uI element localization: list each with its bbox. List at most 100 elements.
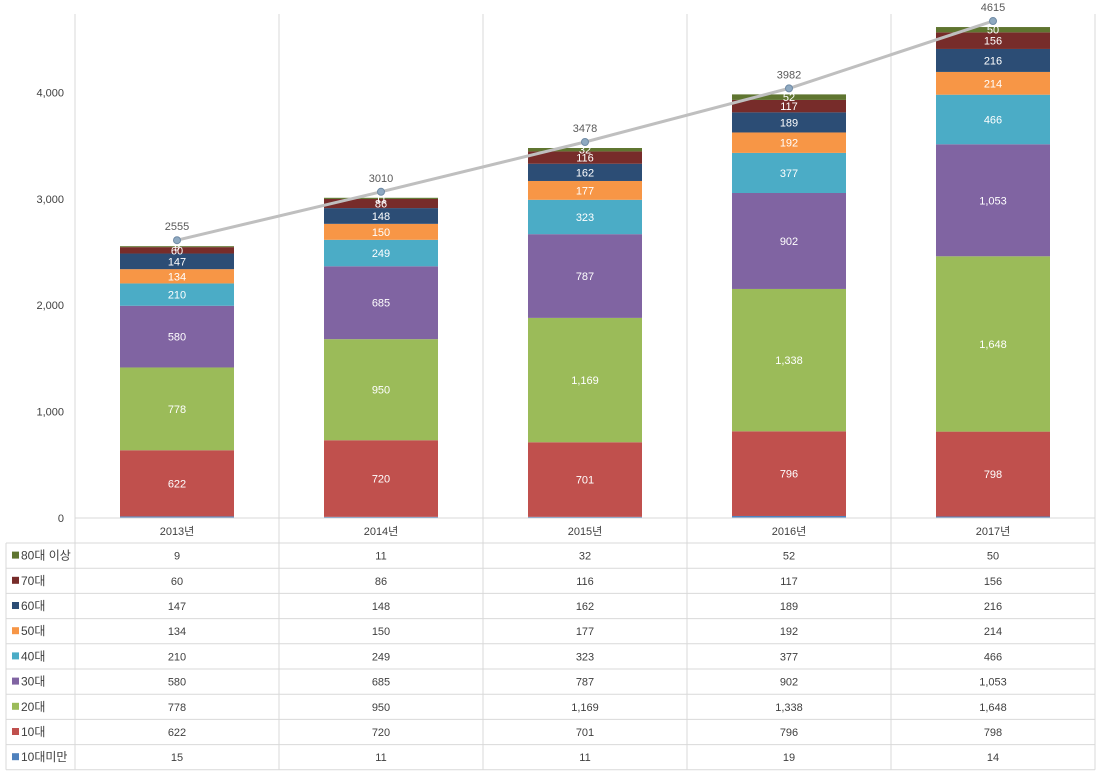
table-cell: 323 <box>576 651 594 663</box>
segment-label: 466 <box>984 114 1002 126</box>
table-cell: 216 <box>984 601 1002 613</box>
bar-segment <box>732 94 846 100</box>
legend-label: 80대 이상 <box>21 549 71 563</box>
segment-label: 150 <box>372 227 390 239</box>
y-tick-label: 4,000 <box>36 87 64 99</box>
legend-swatch <box>12 677 19 685</box>
table-cell: 798 <box>984 727 1002 739</box>
bar-segment <box>732 99 846 113</box>
table-cell: 580 <box>168 677 186 689</box>
bar-segment <box>936 144 1050 257</box>
segment-label: 1,338 <box>775 355 803 367</box>
bar-segment <box>120 283 234 306</box>
bar-segment <box>120 269 234 284</box>
segment-label: 902 <box>780 236 798 248</box>
total-label: 2555 <box>165 221 189 233</box>
legend-label: 70대 <box>21 574 45 588</box>
category-label: 2017년 <box>976 525 1011 538</box>
bar-segment <box>732 152 846 193</box>
table-cell: 192 <box>780 626 798 638</box>
segment-label: 323 <box>576 212 594 224</box>
bar-segment <box>528 234 642 318</box>
bar-segment <box>324 266 438 340</box>
legend-swatch <box>12 627 19 635</box>
bar-segment <box>120 450 234 517</box>
legend-label: 40대 <box>21 649 45 663</box>
segment-label: 9 <box>174 242 180 254</box>
legend-swatch <box>12 652 19 660</box>
bar-segment <box>324 339 438 441</box>
table-cell: 177 <box>576 626 594 638</box>
segment-label: 50 <box>987 25 999 37</box>
table-cell: 156 <box>984 576 1002 588</box>
total-marker <box>989 17 997 26</box>
bar-segment <box>528 442 642 517</box>
segment-label: 11 <box>375 193 386 205</box>
category-label: 2016년 <box>772 525 807 538</box>
total-line: 2555 3010 3478 3982 4615 <box>165 2 1005 245</box>
segment-label: 778 <box>168 404 186 416</box>
bar-segment <box>936 71 1050 95</box>
bar-segment <box>120 246 234 248</box>
bar-segment <box>528 148 642 152</box>
total-label: 3478 <box>573 123 597 135</box>
data-table: 2013년 2014년 2015년 2016년 2017년 80대 이상 9 11 32 52 50… <box>5 517 1095 771</box>
table-cell: 1,648 <box>979 702 1007 714</box>
table-cell: 50 <box>987 551 999 563</box>
legend-label: 50대 <box>21 624 45 638</box>
total-label: 3982 <box>777 69 801 81</box>
segment-label: 1,648 <box>979 339 1007 351</box>
table-cell: 86 <box>375 576 387 588</box>
table-cell: 1,338 <box>775 702 803 714</box>
bar-segment <box>324 208 438 224</box>
y-tick-label: 3,000 <box>36 194 64 206</box>
segment-label: 60 <box>171 245 183 257</box>
table-cell: 134 <box>168 626 186 638</box>
y-axis: 0 1,000 2,000 3,000 4,000 <box>36 87 64 525</box>
total-marker <box>785 84 793 93</box>
table-cell: 701 <box>576 727 594 739</box>
bar-segment <box>936 48 1050 72</box>
segment-label: 86 <box>375 199 387 211</box>
bar-segment <box>732 193 846 289</box>
segment-label: 580 <box>168 332 186 344</box>
segment-label: 210 <box>168 290 186 302</box>
segment-label: 214 <box>984 78 1002 90</box>
legend-label: 10대 <box>21 725 45 739</box>
bar-segment <box>120 305 234 368</box>
segment-label: 787 <box>576 271 594 283</box>
bar-segment <box>120 516 234 518</box>
legend-swatch <box>12 753 19 761</box>
legend-label: 20대 <box>21 700 45 714</box>
segment-label: 148 <box>372 211 390 223</box>
category-label: 2014년 <box>364 525 399 538</box>
table-cell: 162 <box>576 601 594 613</box>
segment-label: 177 <box>576 185 594 197</box>
legend-swatch <box>12 702 19 710</box>
table-cell: 796 <box>780 727 798 739</box>
segment-label: 52 <box>783 92 795 104</box>
bar-segment <box>732 112 846 133</box>
segment-label: 1,053 <box>979 195 1007 207</box>
category-label: 2013년 <box>160 525 195 538</box>
bar-segment <box>936 256 1050 432</box>
segment-label: 32 <box>579 145 591 157</box>
table-cell: 214 <box>984 626 1002 638</box>
y-tick-label: 0 <box>58 513 64 525</box>
legend-label: 60대 <box>21 599 45 613</box>
table-cell: 950 <box>372 702 390 714</box>
bar-segment <box>528 199 642 235</box>
bar-segment <box>528 317 642 443</box>
bar-segment <box>120 247 234 254</box>
table-cell: 52 <box>783 551 795 563</box>
bar-segment <box>120 253 234 270</box>
table-cell: 1,169 <box>571 702 599 714</box>
bar-segment <box>732 515 846 518</box>
legend-swatch <box>12 551 19 559</box>
table-cell: 1,053 <box>979 677 1007 689</box>
table-cell: 377 <box>780 651 798 663</box>
total-label: 3010 <box>369 173 393 185</box>
table-cell: 32 <box>579 551 591 563</box>
bar-segment <box>528 163 642 181</box>
